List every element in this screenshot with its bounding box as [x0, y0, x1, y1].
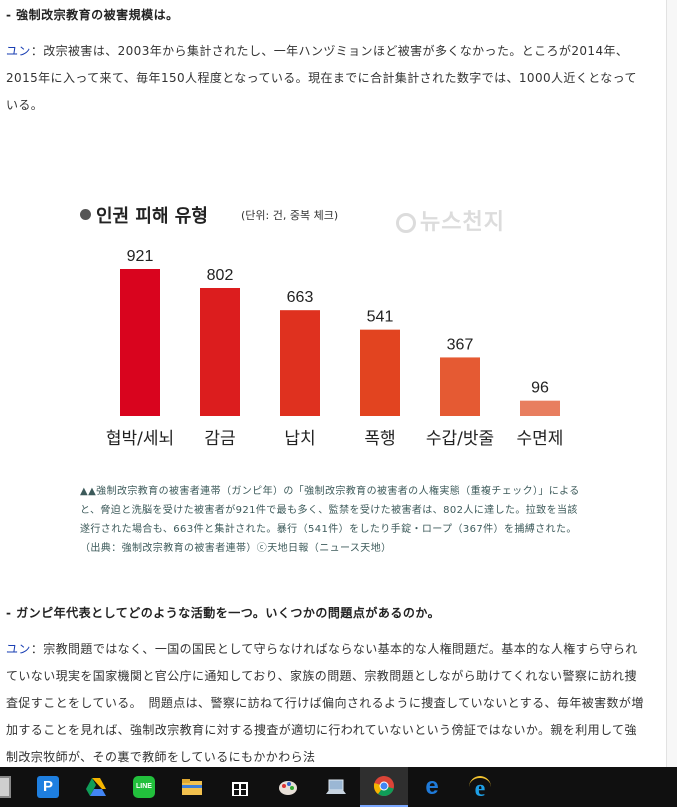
laptop-app-icon	[326, 779, 346, 794]
taskbar-internet-explorer[interactable]: e	[456, 767, 504, 807]
bar-value-label: 663	[287, 289, 314, 306]
category-label: 납치	[284, 429, 315, 449]
paint-icon	[279, 781, 297, 795]
answer-text: ：宗教問題ではなく、一国の国民として守らなければならない基本的な人権問題だ。基本…	[6, 642, 644, 764]
bar-5	[520, 400, 560, 416]
category-label: 폭행	[364, 429, 395, 449]
chart-title: 인권 피해 유형	[80, 202, 208, 228]
taskbar-google-drive[interactable]	[72, 767, 120, 807]
bar-1	[200, 287, 240, 416]
chrome-icon	[373, 776, 394, 797]
line-messenger-icon: LINE	[133, 776, 155, 798]
windows-taskbar: P LINE	[0, 767, 677, 807]
bar-value-label: 96	[531, 380, 549, 397]
pdf-app-icon: P	[37, 776, 59, 798]
bar-value-label: 921	[127, 248, 154, 265]
answer-paragraph-2: ユン：宗教問題ではなく、一国の国民として守らなければならない基本的な人権問題だ。…	[6, 636, 644, 767]
taskbar-store[interactable]	[216, 767, 264, 807]
category-label: 수면제	[517, 429, 564, 449]
taskbar-file-explorer[interactable]	[168, 767, 216, 807]
google-drive-icon	[86, 778, 106, 796]
taskbar-calculator[interactable]	[0, 767, 24, 807]
bullet-dot-icon	[80, 209, 91, 220]
bar-4	[440, 357, 480, 416]
answer-text: ：改宗被害は、2003年から集計されたし、一年ハンヅミョンほど被害が多くなかった…	[6, 44, 637, 112]
file-explorer-icon	[182, 779, 202, 795]
bar-0	[120, 269, 160, 416]
scrollbar-track[interactable]	[666, 0, 677, 767]
article-content: - 強制改宗教育の被害規模は。 ユン：改宗被害は、2003年から集計されたし、一…	[6, 8, 644, 767]
bar-chart: 921 협박/세뇌 802 감금 663 납치 541 폭행 367 수갑/밧줄 96 수면제	[106, 248, 564, 449]
question-heading-1: - 強制改宗教育の被害規模は。	[6, 8, 179, 22]
taskbar-paint[interactable]	[264, 767, 312, 807]
news-watermark: 뉴스천지	[396, 204, 505, 236]
taskbar-laptop-app[interactable]	[312, 767, 360, 807]
windows-store-icon	[232, 782, 248, 796]
bar-3	[360, 329, 400, 416]
internet-explorer-icon: e	[469, 776, 491, 801]
taskbar-pdf-app[interactable]: P	[24, 767, 72, 807]
taskbar-chrome[interactable]	[360, 767, 408, 807]
taskbar-edge[interactable]: e	[408, 767, 456, 807]
category-label: 감금	[204, 429, 235, 449]
bar-value-label: 367	[447, 336, 474, 353]
category-label: 수갑/밧줄	[426, 429, 494, 449]
question-heading-2: - ガンピ年代表としてどのような活動を一つ。いくつかの問題点があるのか。	[6, 606, 441, 620]
image-caption: ▲▲強制改宗教育の被害者連帯（ガンピ年）の「強制改宗教育の被害者の人権実態（重複…	[80, 486, 580, 554]
speaker-name: ユン	[6, 642, 31, 656]
watermark-logo-icon	[396, 213, 416, 233]
taskbar-line[interactable]: LINE	[120, 767, 168, 807]
chart-unit-note: (단위: 건, 중복 체크)	[241, 209, 339, 222]
speaker-name: ユン	[6, 44, 31, 58]
bar-2	[280, 310, 320, 416]
calculator-icon	[0, 776, 11, 798]
answer-paragraph-1: ユン：改宗被害は、2003年から集計されたし、一年ハンヅミョンほど被害が多くなか…	[6, 38, 644, 119]
edge-icon: e	[425, 773, 439, 800]
bar-value-label: 802	[207, 267, 234, 284]
category-label: 협박/세뇌	[106, 429, 174, 449]
bar-value-label: 541	[367, 309, 394, 326]
